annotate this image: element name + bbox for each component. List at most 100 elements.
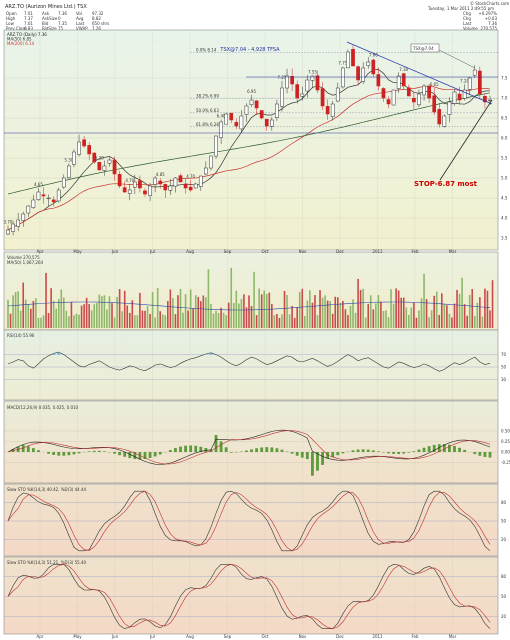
volume-bar <box>225 315 227 328</box>
candle-body <box>41 194 46 197</box>
macd-histogram-bar <box>305 452 309 460</box>
candle-body <box>325 106 330 115</box>
volume-bar <box>42 315 45 328</box>
volume-bar <box>296 307 298 328</box>
candle-body <box>148 185 152 196</box>
macd-histogram-bar <box>168 450 172 452</box>
macd-histogram-bar <box>153 452 157 457</box>
stat-label: Chg <box>463 11 471 16</box>
stat-cell: VWAP <box>76 26 88 31</box>
candle-body <box>6 229 10 235</box>
volume-bar <box>369 295 372 328</box>
candle-body <box>224 113 229 125</box>
volume-bar <box>473 315 476 328</box>
candle-body <box>472 69 477 76</box>
chart-title: TSX@7.04 - 4,928 TFSA <box>219 47 280 53</box>
candle-body <box>290 75 294 85</box>
y-tick-label: 20 <box>501 537 507 542</box>
volume-bar <box>232 302 235 328</box>
macd-histogram-bar <box>158 452 162 455</box>
candle-body <box>320 88 325 107</box>
volume-bar <box>14 292 17 328</box>
right-stats: Chg +0.297% Chg +0.03 Last 7.36 Volume 270,575 <box>463 11 497 31</box>
x-tick-label: Aug <box>186 249 194 254</box>
grid-lines <box>4 30 498 634</box>
stat-cell: 0 <box>58 16 61 21</box>
volume-bar <box>423 273 425 328</box>
rsi-path <box>7 351 491 372</box>
x-tick-label: Oct <box>262 634 269 639</box>
candle-body <box>143 190 147 195</box>
macd-panel <box>3 400 499 484</box>
stat-cell: High <box>6 16 16 21</box>
volume-ma-legend: MA(50) 1,067,264 <box>7 260 43 265</box>
macd-histogram-bar <box>402 452 406 454</box>
volume-bar <box>301 288 304 328</box>
volume-bar <box>70 302 73 328</box>
candle-body <box>478 70 482 95</box>
volume-bar <box>111 303 113 328</box>
macd-histogram-bar <box>265 447 269 452</box>
callout-box <box>410 43 440 53</box>
candle-body <box>406 87 411 97</box>
candle-body <box>61 177 66 188</box>
macd-legend: MACD(12,26,9) 0.035, 0.025, 0.010 <box>7 405 79 410</box>
volume-bar <box>255 315 258 328</box>
volume-bar <box>380 301 382 328</box>
macd-histogram-bar <box>26 446 30 452</box>
volume-bar <box>30 308 32 328</box>
candle-body <box>198 175 203 187</box>
volume-bar <box>357 278 359 328</box>
candle-body <box>153 177 157 185</box>
macd-histogram-bar <box>92 450 96 452</box>
volume-bar <box>90 310 93 328</box>
volume-bar <box>326 300 329 328</box>
macd-histogram-bar <box>361 449 365 452</box>
macd-histogram-bar <box>255 448 259 452</box>
volume-bar <box>161 314 164 328</box>
axis-labels: Apr Apr May May Jun Jun Jul Jul Aug Aug Sep Sep Oct O… <box>37 76 510 640</box>
fib-label: 38.2% 6.99 <box>196 93 219 98</box>
candle-body <box>132 181 137 188</box>
stoch-fast-legend: Slow STO %K(14,3) 40.42, %D(3) 44.44 <box>7 487 86 492</box>
volume-bar <box>448 313 451 328</box>
volume-bar <box>324 295 326 328</box>
stoch-k-line <box>7 563 491 630</box>
volume-bar <box>144 310 146 328</box>
volume-bar <box>47 312 50 328</box>
volume-bar <box>321 297 324 328</box>
volume-bar <box>410 307 413 328</box>
candle-body <box>204 167 208 175</box>
volume-bar <box>349 305 352 328</box>
volume-bar <box>192 308 194 328</box>
macd-histogram-bar <box>316 452 319 471</box>
y-tick-label: 7.0 <box>501 96 508 101</box>
volume-bar <box>364 317 367 328</box>
volume-bar <box>200 301 202 328</box>
candle-body <box>97 162 102 171</box>
volume-bar <box>131 300 134 328</box>
volume-bar <box>268 292 271 328</box>
volume-bar <box>265 294 268 328</box>
rsi-overbought-fill <box>209 352 212 355</box>
volume-bar <box>220 307 222 328</box>
volume-bar <box>19 310 22 328</box>
volume-bar <box>184 294 187 328</box>
x-tick-label: Jul <box>149 634 155 639</box>
volume-bar <box>215 310 217 328</box>
macd-histogram-bar <box>473 452 477 455</box>
volume-bar <box>413 302 415 328</box>
candle-body <box>102 165 107 171</box>
macd-histogram-bar <box>37 450 40 452</box>
volume-bar <box>151 291 154 328</box>
volume-bar <box>352 299 354 328</box>
candle-body <box>275 103 279 118</box>
macd-histogram-bar <box>366 449 370 452</box>
volume-bar <box>78 314 80 328</box>
macd-histogram-bar <box>392 452 395 454</box>
volume-bar <box>418 310 420 328</box>
volume-bar <box>395 288 397 328</box>
volume-bar <box>390 289 392 328</box>
price-label: 4.70 <box>125 178 134 183</box>
volume-bar <box>207 269 210 328</box>
